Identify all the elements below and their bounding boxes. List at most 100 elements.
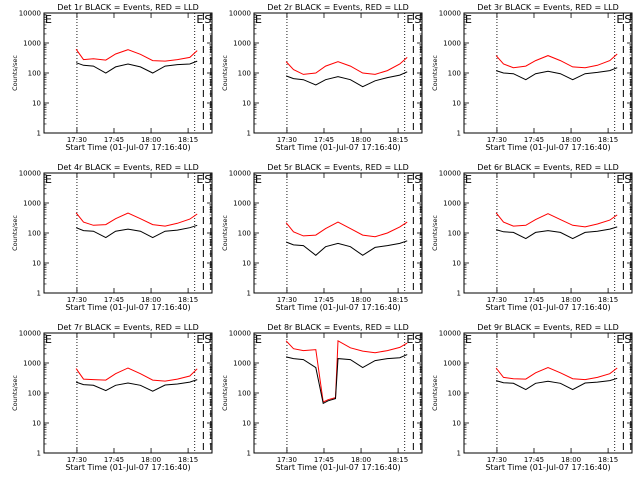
x-tick-label: 17:30 (67, 136, 87, 144)
marker-s: S (624, 13, 631, 26)
x-tick-label: 18:00 (141, 136, 161, 144)
y-axis-label: Counts/sec (11, 55, 19, 91)
chart-title: Det 9r BLACK = Events, RED = LLD (477, 323, 619, 332)
detector-panel-9: Det 9r BLACK = Events, RED = LLD 1 10 100 10… (431, 323, 633, 472)
y-tick-label: 1000 (233, 40, 251, 48)
marker-e: E (465, 333, 472, 346)
y-tick-label: 10 (32, 100, 41, 108)
marker-e: E (45, 13, 52, 26)
series-events-line (75, 60, 198, 74)
x-tick-label: 17:45 (314, 136, 334, 144)
y-tick-label: 100 (238, 390, 251, 398)
y-tick-label: 1 (457, 290, 461, 298)
x-tick-label: 18:15 (388, 136, 408, 144)
y-tick-label: 10 (452, 260, 461, 268)
x-tick-label: 17:45 (524, 296, 544, 304)
y-tick-label: 1 (457, 450, 461, 458)
series-events-line (285, 71, 408, 88)
y-tick-label: 10000 (19, 170, 41, 178)
y-tick-label: 100 (28, 230, 41, 238)
marker-s: S (624, 173, 631, 186)
x-tick-label: 18:15 (598, 456, 618, 464)
series-lld-line (285, 57, 408, 75)
series-lld-line (285, 339, 408, 403)
y-tick-label: 100 (28, 390, 41, 398)
y-tick-label: 10000 (439, 330, 461, 338)
x-tick-label: 18:15 (388, 296, 408, 304)
x-tick-label: 17:30 (277, 136, 297, 144)
x-axis-label: Start Time (01-Jul-07 17:16:40) (275, 303, 400, 312)
y-tick-label: 1 (37, 450, 41, 458)
marker-e-segment: E (196, 333, 203, 346)
x-tick-label: 18:15 (598, 136, 618, 144)
x-tick-label: 17:30 (67, 456, 87, 464)
y-tick-label: 100 (448, 390, 461, 398)
chart-title: Det 4r BLACK = Events, RED = LLD (57, 163, 199, 172)
marker-s: S (204, 333, 211, 346)
series-lld-line (495, 53, 618, 69)
marker-s: S (204, 173, 211, 186)
x-axis-label: Start Time (01-Jul-07 17:16:40) (65, 303, 190, 312)
y-tick-label: 100 (448, 230, 461, 238)
y-tick-label: 10 (452, 100, 461, 108)
chart-title: Det 2r BLACK = Events, RED = LLD (267, 3, 409, 12)
marker-s: S (204, 13, 211, 26)
y-tick-label: 10 (452, 420, 461, 428)
y-tick-label: 1000 (233, 360, 251, 368)
marker-e-segment: E (406, 13, 413, 26)
plot-frame (253, 12, 423, 134)
x-tick-label: 18:15 (178, 136, 198, 144)
chart-title: Det 7r BLACK = Events, RED = LLD (57, 323, 199, 332)
y-tick-label: 1000 (443, 40, 461, 48)
x-tick-label: 17:30 (277, 456, 297, 464)
plot-frame (463, 332, 633, 454)
plot-frame (463, 172, 633, 294)
marker-e: E (45, 173, 52, 186)
series-events-line (285, 354, 408, 405)
marker-s: S (414, 173, 421, 186)
y-axis-label: Counts/sec (431, 375, 439, 411)
y-tick-label: 1000 (443, 200, 461, 208)
x-tick-label: 17:45 (524, 456, 544, 464)
series-lld-line (75, 48, 198, 62)
y-tick-label: 10000 (229, 330, 251, 338)
y-tick-label: 1000 (443, 360, 461, 368)
y-axis-label: Counts/sec (431, 215, 439, 251)
y-axis-label: Counts/sec (221, 215, 229, 251)
marker-e-segment: E (406, 333, 413, 346)
detector-panel-8: Det 8r BLACK = Events, RED = LLD 1 10 100 10… (221, 323, 423, 472)
x-tick-label: 17:45 (314, 296, 334, 304)
x-tick-label: 17:30 (277, 296, 297, 304)
y-tick-label: 1 (457, 130, 461, 138)
detector-panel-1: Det 1r BLACK = Events, RED = LLD 1 10 100 10… (11, 3, 213, 152)
series-events-line (495, 226, 618, 240)
chart-title: Det 5r BLACK = Events, RED = LLD (267, 163, 409, 172)
y-tick-label: 100 (238, 230, 251, 238)
y-tick-label: 10 (242, 100, 251, 108)
x-tick-label: 18:00 (141, 456, 161, 464)
marker-s: S (624, 333, 631, 346)
y-tick-label: 10000 (439, 170, 461, 178)
y-axis-label: Counts/sec (11, 375, 19, 411)
y-tick-label: 1000 (23, 40, 41, 48)
y-tick-label: 10 (32, 260, 41, 268)
marker-e-segment: E (196, 13, 203, 26)
x-axis-label: Start Time (01-Jul-07 17:16:40) (485, 463, 610, 472)
y-tick-label: 1 (247, 130, 251, 138)
y-tick-label: 10 (242, 260, 251, 268)
y-tick-label: 100 (448, 70, 461, 78)
x-tick-label: 17:30 (487, 136, 507, 144)
x-tick-label: 18:15 (178, 296, 198, 304)
x-tick-label: 18:00 (141, 296, 161, 304)
marker-e-segment: E (616, 333, 623, 346)
marker-e: E (255, 13, 262, 26)
series-lld-line (285, 221, 408, 238)
y-axis-label: Counts/sec (11, 215, 19, 251)
y-tick-label: 10 (242, 420, 251, 428)
detector-panel-7: Det 7r BLACK = Events, RED = LLD 1 10 100 10… (11, 323, 213, 472)
detector-panel-4: Det 4r BLACK = Events, RED = LLD 1 10 100 10… (11, 163, 213, 312)
series-events-line (75, 379, 198, 392)
x-tick-label: 18:15 (388, 456, 408, 464)
y-tick-label: 1 (247, 450, 251, 458)
x-tick-label: 17:30 (67, 296, 87, 304)
